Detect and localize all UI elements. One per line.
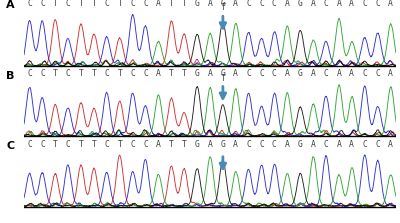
Text: C: C xyxy=(259,0,264,8)
Text: G: G xyxy=(195,0,200,8)
Text: A: A xyxy=(311,0,316,8)
Text: C: C xyxy=(104,0,109,8)
Text: G: G xyxy=(195,70,200,78)
Text: A: A xyxy=(388,70,393,78)
Text: T: T xyxy=(79,70,84,78)
Text: C: C xyxy=(362,140,367,149)
Text: G: G xyxy=(220,140,225,149)
Text: G: G xyxy=(220,70,225,78)
Text: A: A xyxy=(233,140,238,149)
Text: C: C xyxy=(259,140,264,149)
Text: T: T xyxy=(79,140,84,149)
Text: C: C xyxy=(272,0,277,8)
Text: T: T xyxy=(182,140,187,149)
Text: C: C xyxy=(375,70,380,78)
Text: T: T xyxy=(53,140,58,149)
Text: C: C xyxy=(27,0,32,8)
Text: A: A xyxy=(311,140,316,149)
Text: A: A xyxy=(6,0,15,10)
Text: T: T xyxy=(117,140,122,149)
Text: G: G xyxy=(195,140,200,149)
Text: C: C xyxy=(27,70,32,78)
Text: C: C xyxy=(6,141,15,151)
Text: A: A xyxy=(156,0,161,8)
Text: C: C xyxy=(40,0,45,8)
Text: C: C xyxy=(246,0,251,8)
Text: A: A xyxy=(156,140,161,149)
Text: C: C xyxy=(40,70,45,78)
Text: A: A xyxy=(336,140,341,149)
Text: C: C xyxy=(66,140,71,149)
Text: C: C xyxy=(40,140,45,149)
Text: C: C xyxy=(324,0,328,8)
Text: A: A xyxy=(388,140,393,149)
Text: C: C xyxy=(272,140,277,149)
Text: A: A xyxy=(349,140,354,149)
Text: C: C xyxy=(324,70,328,78)
Text: C: C xyxy=(272,70,277,78)
Text: C: C xyxy=(130,0,135,8)
Text: G: G xyxy=(298,70,303,78)
Text: C: C xyxy=(259,70,264,78)
Text: A: A xyxy=(388,0,393,8)
Text: A: A xyxy=(285,0,290,8)
Text: C: C xyxy=(324,140,328,149)
Text: C: C xyxy=(143,0,148,8)
Text: C: C xyxy=(246,70,251,78)
Text: T: T xyxy=(117,0,122,8)
Text: T: T xyxy=(92,0,96,8)
Text: C: C xyxy=(143,140,148,149)
Text: C: C xyxy=(66,70,71,78)
Text: A: A xyxy=(349,70,354,78)
Text: T: T xyxy=(117,70,122,78)
Text: G: G xyxy=(298,140,303,149)
Text: T: T xyxy=(92,140,96,149)
Text: T: T xyxy=(53,70,58,78)
Text: C: C xyxy=(104,140,109,149)
Text: C: C xyxy=(362,70,367,78)
Text: C: C xyxy=(143,70,148,78)
Text: T: T xyxy=(220,74,225,83)
Text: A: A xyxy=(336,70,341,78)
Text: G: G xyxy=(298,0,303,8)
Text: A: A xyxy=(285,70,290,78)
Text: C: C xyxy=(375,140,380,149)
Text: C: C xyxy=(66,0,71,8)
Text: T: T xyxy=(79,0,84,8)
Text: C: C xyxy=(104,70,109,78)
Text: T: T xyxy=(182,0,187,8)
Text: A: A xyxy=(233,70,238,78)
Text: G: G xyxy=(220,0,225,8)
Text: A: A xyxy=(156,70,161,78)
Text: T: T xyxy=(53,0,58,8)
Text: C: C xyxy=(246,140,251,149)
Text: T: T xyxy=(92,70,96,78)
Text: A: A xyxy=(233,0,238,8)
Text: C: C xyxy=(130,140,135,149)
Text: T: T xyxy=(169,70,174,78)
Text: A: A xyxy=(311,70,316,78)
Text: C: C xyxy=(375,0,380,8)
Text: A: A xyxy=(349,0,354,8)
Text: A: A xyxy=(208,70,212,78)
Text: A: A xyxy=(285,140,290,149)
Text: T: T xyxy=(220,3,225,12)
Text: B: B xyxy=(6,70,15,81)
Text: T: T xyxy=(182,70,187,78)
Text: C: C xyxy=(27,140,32,149)
Text: A: A xyxy=(208,140,212,149)
Text: C: C xyxy=(362,0,367,8)
Text: C: C xyxy=(130,70,135,78)
Text: T: T xyxy=(169,0,174,8)
Text: A: A xyxy=(336,0,341,8)
Text: A: A xyxy=(208,0,212,8)
Text: T: T xyxy=(169,140,174,149)
